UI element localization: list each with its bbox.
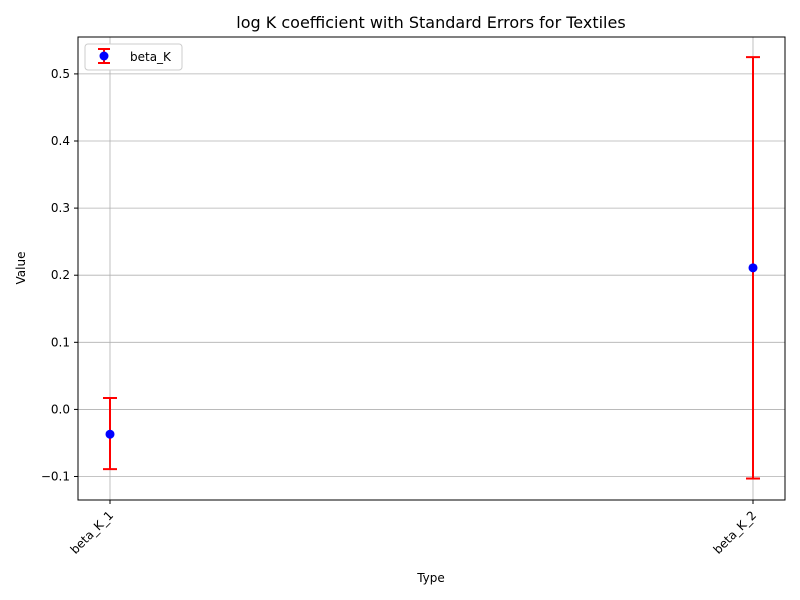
data-point [105, 429, 115, 439]
y-tick-label: 0.2 [51, 268, 70, 282]
y-tick-label: 0.0 [51, 402, 70, 416]
y-tick-label: −0.1 [41, 470, 70, 484]
x-axis-label: Type [416, 571, 445, 585]
chart-marks [103, 56, 760, 480]
chart-title: log K coefficient with Standard Errors f… [236, 13, 625, 32]
plot-frame [77, 36, 786, 501]
y-tick-label: 0.3 [51, 201, 70, 215]
legend-marker-icon [99, 51, 109, 61]
y-axis-label: Value [14, 252, 28, 285]
y-tick-label: 0.1 [51, 335, 70, 349]
legend-label: beta_K [130, 50, 172, 64]
data-point [748, 263, 758, 273]
y-tick-label: 0.5 [51, 67, 70, 81]
y-tick-label: 0.4 [51, 134, 70, 148]
legend: beta_K [84, 43, 183, 71]
